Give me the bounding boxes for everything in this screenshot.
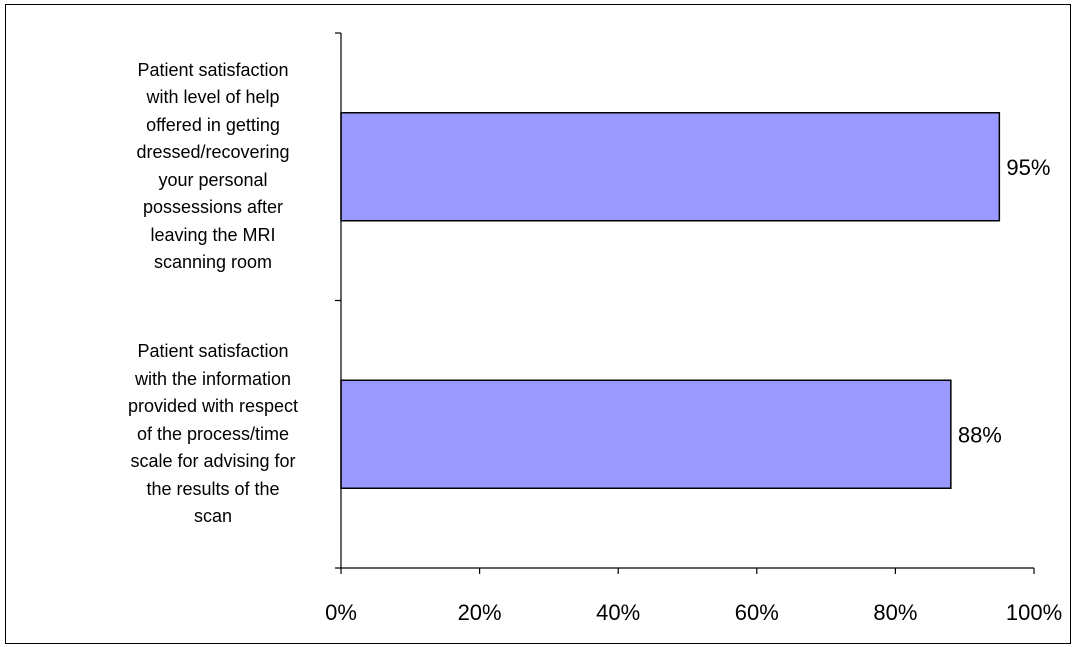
data-label-0: 95% [1006, 155, 1050, 180]
category-label-1-line-5: the results of the [146, 478, 280, 499]
category-label-0-line-0: Patient satisfaction [137, 59, 289, 80]
category-label-1-line-6: scan [193, 506, 233, 526]
category-label-1-line-2: provided with respect [127, 396, 299, 416]
category-label-0-line-7: scanning room [153, 252, 273, 273]
x-tick-label-4: 80% [873, 600, 917, 625]
category-label-1-line-3: of the process/time [136, 423, 290, 444]
category-label-1-line-0: Patient satisfaction [137, 341, 289, 361]
category-label-1: Patient satisfaction with the information… [88, 338, 338, 531]
category-label-0-line-5: possessions after [142, 197, 284, 218]
x-tick-label-0: 0% [325, 600, 357, 625]
category-label-0-line-6: leaving the MRI [150, 224, 276, 245]
data-label-1: 88% [958, 422, 1002, 447]
bars [340, 112, 1001, 489]
category-label-1-line-1: with the information [134, 368, 292, 389]
x-tick-label-1: 20% [458, 600, 502, 625]
x-tick-label-3: 60% [735, 600, 779, 625]
category-label-0-line-3: dressed/recovering [136, 142, 290, 163]
category-label-0: Patient satisfaction with level of help of… [88, 57, 338, 277]
bar-0 [340, 112, 1001, 222]
category-label-0-line-4: your personal [158, 169, 268, 190]
data-labels: 95% 88% [958, 155, 1051, 448]
x-tick-label-2: 40% [596, 600, 640, 625]
category-label-0-line-1: with level of help [146, 87, 280, 108]
bar-1 [340, 379, 952, 489]
category-label-0-line-2: offered in getting [146, 114, 280, 135]
chart-frame [5, 4, 1071, 644]
x-tick-label-5: 100% [1006, 600, 1062, 625]
axes: 0% 20% 40% 60% 80% 100% [325, 32, 1062, 625]
category-label-1-line-4: scale for advising for [130, 451, 296, 471]
